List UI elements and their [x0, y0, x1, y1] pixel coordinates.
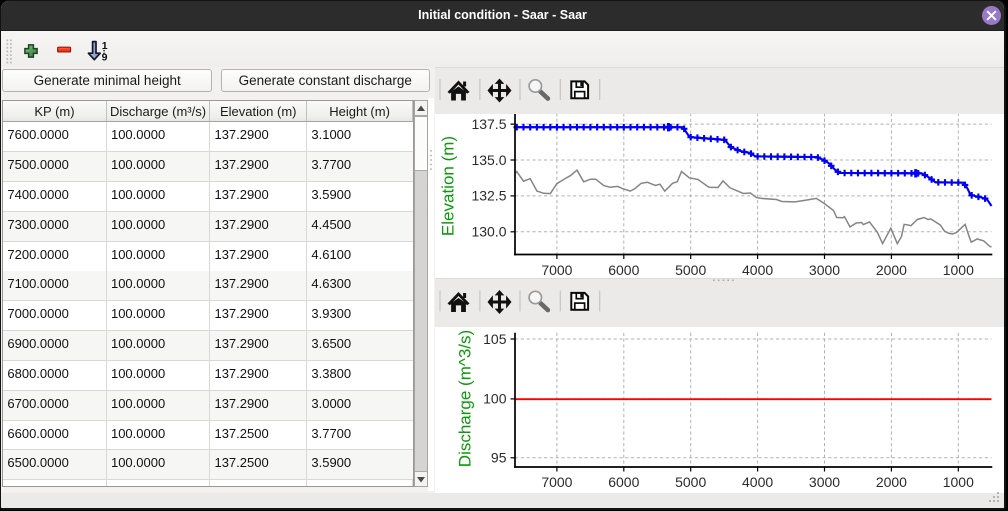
svg-text:1: 1 [102, 40, 108, 52]
svg-text:5000: 5000 [675, 474, 706, 490]
svg-text:6000: 6000 [608, 474, 639, 490]
svg-text:1000: 1000 [942, 474, 973, 490]
svg-text:6000: 6000 [608, 262, 639, 278]
svg-text:95: 95 [490, 450, 506, 466]
svg-text:1000: 1000 [942, 262, 973, 278]
svg-text:105: 105 [483, 331, 507, 347]
svg-text:Discharge (m^3/s): Discharge (m^3/s) [455, 330, 474, 467]
svg-text:4000: 4000 [742, 262, 773, 278]
svg-text:7000: 7000 [541, 474, 572, 490]
svg-text:2000: 2000 [875, 474, 906, 490]
svg-text:3000: 3000 [808, 474, 839, 490]
svg-text:132.5: 132.5 [471, 187, 506, 203]
svg-text:137.5: 137.5 [471, 115, 506, 131]
svg-text:100: 100 [483, 391, 507, 407]
svg-text:9: 9 [102, 52, 108, 64]
svg-text:3000: 3000 [808, 262, 839, 278]
svg-text:2000: 2000 [875, 262, 906, 278]
svg-text:130.0: 130.0 [471, 223, 506, 239]
svg-text:5000: 5000 [675, 262, 706, 278]
svg-text:7000: 7000 [541, 262, 572, 278]
svg-text:135.0: 135.0 [471, 151, 506, 167]
svg-text:4000: 4000 [742, 474, 773, 490]
svg-text:Elevation (m): Elevation (m) [438, 135, 457, 235]
